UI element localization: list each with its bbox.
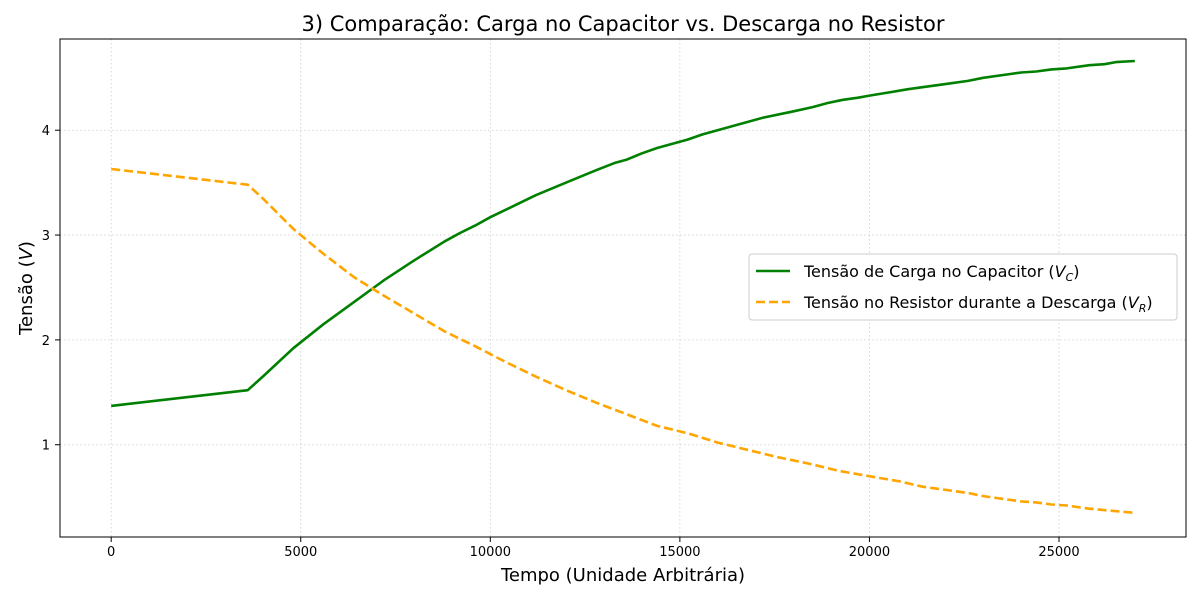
series-layer [111, 59, 1135, 515]
series-line-2 [111, 167, 1135, 515]
plot-frame [59, 38, 1187, 538]
y-tick-label: 1 [42, 439, 50, 454]
series-line-1 [111, 59, 1135, 408]
y-axis-label: Tensão (V) [16, 241, 37, 336]
legend-label-1: Tensão de Carga no Capacitor (VC) [803, 262, 1080, 284]
x-tick-label: 10000 [470, 545, 511, 560]
y-tick-label: 3 [42, 229, 50, 244]
x-axis-label: Tempo (Unidade Arbitrária) [500, 565, 745, 586]
x-tick-label: 25000 [1038, 545, 1079, 560]
legend-label-2: Tensão no Resistor durante a Descarga (V… [803, 293, 1153, 315]
x-tick-label: 15000 [659, 545, 700, 560]
x-tick-label: 0 [107, 545, 115, 560]
y-axis-ticks: 1 2 3 4 [42, 124, 60, 454]
x-tick-label: 5000 [284, 545, 317, 560]
x-tick-label: 20000 [849, 545, 890, 560]
legend-box [748, 253, 1178, 321]
x-axis-ticks: 0 5000 10000 15000 20000 25000 [107, 537, 1080, 560]
y-tick-label: 2 [42, 334, 50, 349]
chart-title: 3) Comparação: Carga no Capacitor vs. De… [301, 12, 944, 36]
y-tick-label: 4 [42, 124, 50, 139]
legend: Tensão de Carga no Capacitor (VC) Tensão … [748, 253, 1178, 321]
